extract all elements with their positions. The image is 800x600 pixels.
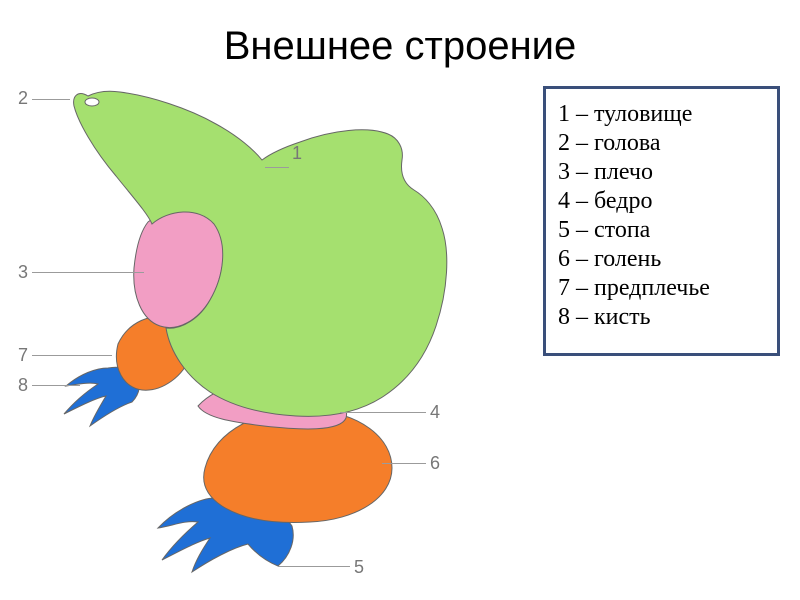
legend-box: 1 – туловище2 – голова3 – плечо4 – бедро… [543,86,780,356]
callout-number: 7 [18,345,28,366]
callout-number: 6 [430,453,440,474]
callout-number: 1 [292,143,302,164]
callout-number: 8 [18,375,28,396]
legend-item: 2 – голова [558,130,765,157]
stage: Внешнее строение 12345678 1 – туловище2 … [0,0,800,600]
legend-items: 1 – туловище2 – голова3 – плечо4 – бедро… [558,101,765,331]
leader-line [32,355,112,356]
leader-line [32,272,144,273]
callout-number: 5 [354,557,364,578]
legend-item: 6 – голень [558,246,765,273]
legend-item: 4 – бедро [558,188,765,215]
leader-line [278,566,350,567]
leader-line [382,463,426,464]
legend-item: 7 – предплечье [558,275,765,302]
callout-number: 4 [430,402,440,423]
callout-number: 3 [18,262,28,283]
legend-item: 8 – кисть [558,304,765,331]
legend-item: 1 – туловище [558,101,765,128]
callout-number: 2 [18,88,28,109]
leader-line [265,167,289,168]
nostril-shape [85,98,99,106]
legend-item: 3 – плечо [558,159,765,186]
leader-line [32,99,70,100]
legend-item: 5 – стопа [558,217,765,244]
leader-line [340,412,426,413]
leader-line [32,385,80,386]
